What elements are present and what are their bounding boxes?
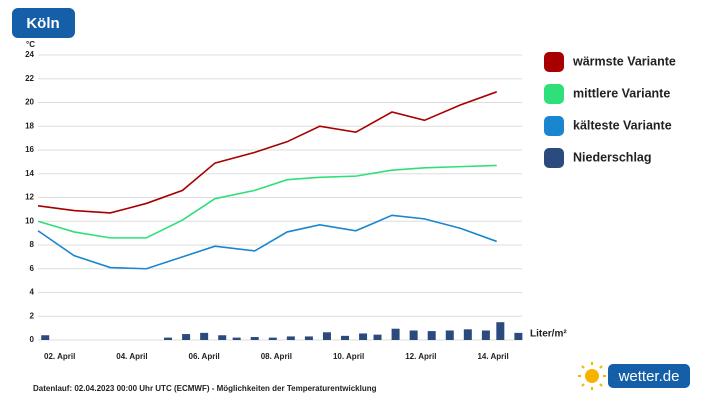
bar [232, 337, 241, 340]
legend-label: kälteste Variante [573, 118, 672, 132]
bar-unit: Liter/m² [530, 329, 567, 340]
bar [445, 330, 454, 340]
bar [409, 330, 418, 340]
legend-label: wärmste Variante [572, 54, 676, 68]
bar [41, 335, 50, 340]
y-tick-label: 16 [25, 145, 34, 154]
line-series [37, 91, 497, 214]
legend-swatch [544, 84, 564, 104]
legend-swatch [544, 116, 564, 136]
x-tick-label: 06. April [189, 352, 220, 361]
x-tick-label: 02. April [44, 352, 75, 361]
y-tick-label: 10 [25, 216, 34, 225]
x-tick-label: 04. April [116, 352, 147, 361]
y-unit: °C [26, 40, 35, 49]
legend-swatch [544, 148, 564, 168]
bar [391, 328, 400, 340]
bar [514, 332, 523, 340]
bar [304, 336, 313, 340]
y-tick-label: 20 [25, 98, 34, 107]
chart-title: Köln [26, 15, 59, 32]
bar [463, 329, 472, 340]
legend-swatch [544, 52, 564, 72]
bar [481, 330, 490, 340]
y-tick-label: 24 [25, 50, 34, 59]
title-box [12, 8, 75, 38]
legend-label: mittlere Variante [573, 86, 670, 100]
bar [286, 336, 295, 340]
bar [341, 335, 350, 340]
bar [268, 337, 277, 340]
bar [496, 322, 505, 340]
y-tick-label: 18 [25, 121, 34, 130]
y-tick-label: 4 [30, 288, 35, 297]
x-tick-label: 12. April [405, 352, 436, 361]
line-series [37, 214, 497, 270]
y-tick-label: 6 [30, 264, 35, 273]
bar [218, 335, 227, 340]
y-tick-label: 12 [25, 193, 34, 202]
y-tick-label: 2 [30, 311, 35, 320]
bar [373, 334, 382, 340]
line-series [37, 164, 497, 239]
sun-icon [578, 362, 606, 390]
x-tick-label: 14. April [477, 352, 508, 361]
logo-box [608, 364, 690, 388]
bar [322, 332, 331, 340]
bar [427, 331, 436, 340]
logo: wetter.de [618, 368, 680, 385]
footer: Datenlauf: 02.04.2023 00:00 Uhr UTC (ECM… [33, 384, 377, 393]
bar [164, 337, 173, 340]
x-tick-label: 08. April [261, 352, 292, 361]
y-tick-label: 14 [25, 169, 34, 178]
bar [359, 333, 368, 340]
x-tick-label: 10. April [333, 352, 364, 361]
legend-label: Niederschlag [573, 150, 652, 164]
y-tick-label: 0 [30, 335, 35, 344]
y-tick-label: 8 [30, 240, 35, 249]
bar [182, 334, 191, 340]
y-tick-label: 22 [25, 74, 34, 83]
bar [250, 337, 259, 340]
bar [200, 332, 209, 340]
